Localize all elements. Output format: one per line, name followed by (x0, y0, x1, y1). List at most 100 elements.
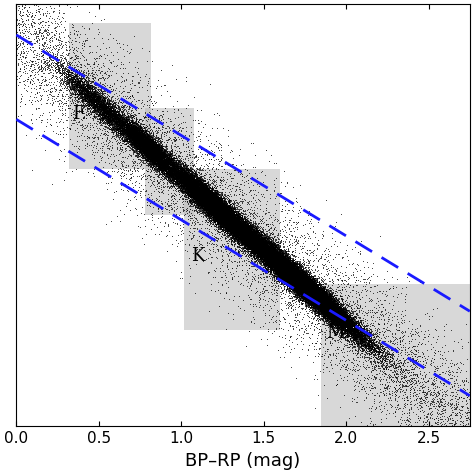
Point (328, 311, 336, 319)
Point (171, 158, 178, 165)
Point (185, 191, 192, 199)
Point (237, 219, 245, 227)
Point (338, 313, 346, 320)
Point (182, 176, 190, 183)
Point (152, 147, 160, 155)
Point (81, 109, 88, 117)
Point (332, 295, 340, 302)
Point (46, 88, 54, 96)
Point (343, 324, 350, 332)
Point (195, 196, 203, 203)
Point (284, 261, 292, 269)
Point (343, 319, 350, 327)
Point (287, 284, 295, 292)
Point (236, 262, 243, 269)
Point (314, 309, 322, 316)
Point (308, 288, 315, 296)
Point (222, 280, 229, 287)
Point (224, 209, 231, 217)
Point (185, 196, 192, 203)
Point (130, 128, 137, 136)
Point (126, 127, 134, 135)
Point (290, 262, 298, 270)
Point (344, 320, 352, 328)
Point (245, 228, 252, 235)
Point (413, 399, 420, 406)
Point (146, 143, 153, 150)
Point (151, 149, 159, 157)
Point (301, 275, 308, 283)
Point (252, 239, 259, 246)
Point (253, 238, 260, 246)
Point (281, 269, 288, 277)
Point (352, 325, 359, 333)
Point (91, 102, 99, 110)
Point (135, 132, 143, 140)
Point (143, 149, 151, 157)
Point (290, 305, 297, 312)
Point (203, 193, 211, 201)
Point (221, 218, 228, 226)
Point (204, 199, 212, 206)
Point (202, 196, 210, 204)
Point (335, 323, 343, 331)
Point (167, 173, 175, 180)
Point (166, 161, 173, 168)
Point (311, 289, 319, 297)
Point (306, 284, 314, 292)
Point (178, 177, 186, 184)
Point (198, 181, 206, 189)
Point (131, 132, 138, 139)
Point (220, 211, 228, 219)
Point (352, 319, 360, 326)
Point (201, 200, 209, 208)
Point (235, 224, 243, 232)
Point (194, 185, 202, 192)
Point (238, 211, 246, 219)
Point (289, 270, 296, 278)
Point (280, 276, 287, 284)
Point (272, 255, 280, 263)
Point (318, 285, 325, 293)
Point (292, 278, 300, 285)
Point (233, 215, 241, 223)
Point (284, 265, 292, 273)
Point (171, 175, 179, 183)
Point (239, 230, 246, 237)
Point (237, 227, 245, 235)
Point (284, 265, 292, 273)
Point (303, 283, 311, 291)
Point (382, 357, 389, 365)
Point (275, 254, 283, 262)
Point (252, 232, 259, 240)
Point (228, 226, 236, 233)
Point (331, 305, 339, 313)
Point (309, 293, 317, 301)
Point (255, 234, 263, 241)
Point (163, 159, 170, 166)
Point (237, 223, 245, 231)
Point (71, 86, 79, 94)
Point (212, 217, 220, 225)
Point (134, 132, 142, 139)
Point (221, 220, 228, 228)
Point (399, 354, 407, 361)
Point (342, 308, 350, 315)
Point (207, 197, 215, 204)
Point (292, 266, 299, 274)
Point (114, 107, 121, 115)
Point (128, 119, 136, 127)
Point (185, 175, 193, 183)
Point (209, 193, 217, 201)
Point (115, 91, 123, 99)
Point (255, 251, 262, 259)
Point (273, 241, 281, 248)
Point (147, 162, 155, 170)
Point (394, 357, 402, 365)
Point (217, 195, 224, 203)
Point (342, 272, 350, 279)
Point (305, 283, 312, 291)
Point (218, 200, 226, 208)
Point (321, 293, 328, 301)
Point (298, 278, 306, 286)
